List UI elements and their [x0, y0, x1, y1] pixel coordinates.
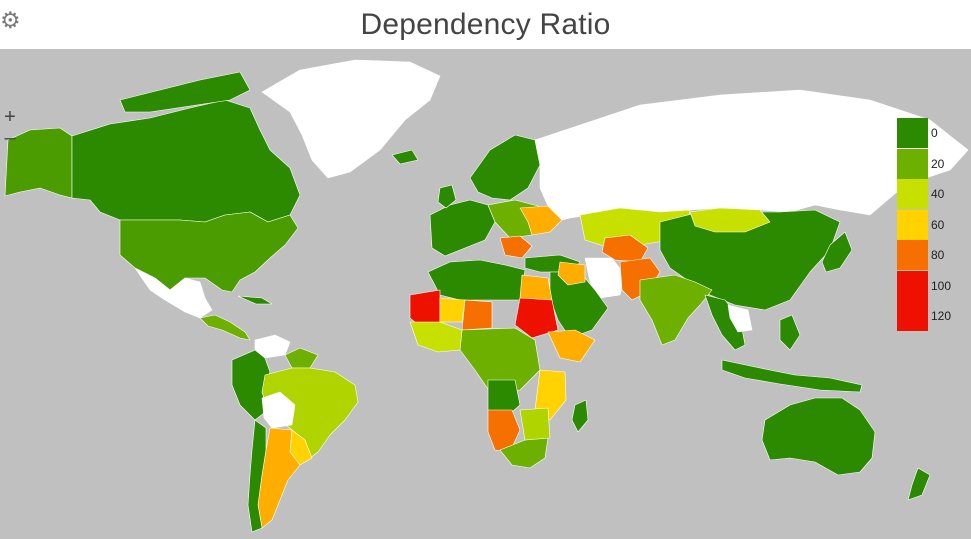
region-ethiopia[interactable]: [547, 329, 596, 363]
region-west-africa[interactable]: [409, 321, 463, 353]
region-iraq[interactable]: [557, 261, 586, 286]
legend-swatch: [897, 118, 928, 148]
legend-label: 80: [931, 248, 945, 262]
region-bolivia[interactable]: [261, 391, 296, 429]
legend-label: 20: [931, 156, 945, 171]
region-mongolia[interactable]: [689, 207, 771, 233]
region-western-europe[interactable]: [429, 199, 496, 257]
region-caribbean[interactable]: [237, 295, 273, 305]
region-balkans[interactable]: [499, 235, 533, 259]
header: ⚙ Dependency Ratio: [0, 0, 971, 49]
region-indonesia[interactable]: [721, 359, 863, 393]
region-mexico[interactable]: [134, 267, 213, 319]
region-iran[interactable]: [584, 257, 626, 299]
region-chad[interactable]: [461, 299, 493, 331]
region-east-africa[interactable]: [534, 369, 567, 421]
legend: 0 20 40 60 80 100 120: [897, 118, 957, 332]
region-niger[interactable]: [439, 297, 466, 323]
region-scandinavia[interactable]: [469, 134, 541, 201]
region-north-africa[interactable]: [427, 259, 526, 301]
map-area[interactable]: + – 0 20 40 60 80 100 120: [0, 49, 971, 539]
region-canada[interactable]: [71, 99, 301, 223]
legend-swatch: [897, 148, 928, 179]
legend-swatch: [897, 240, 928, 270]
region-uk[interactable]: [437, 184, 457, 209]
region-philippines[interactable]: [779, 314, 801, 351]
region-sudan[interactable]: [514, 297, 559, 339]
region-central-america[interactable]: [199, 314, 251, 341]
region-new-zealand[interactable]: [907, 467, 931, 501]
world-map[interactable]: [0, 49, 971, 539]
region-alaska[interactable]: [4, 127, 73, 199]
region-russia[interactable]: [534, 89, 969, 221]
region-chile[interactable]: [247, 419, 267, 533]
legend-swatch: [897, 301, 928, 331]
region-iceland[interactable]: [391, 149, 419, 165]
region-india[interactable]: [639, 274, 713, 346]
region-indochina[interactable]: [727, 304, 753, 333]
region-japan[interactable]: [821, 231, 853, 273]
gear-icon[interactable]: ⚙: [0, 7, 21, 33]
legend-label: 60: [931, 217, 945, 232]
region-australia[interactable]: [761, 397, 876, 476]
region-mozambique[interactable]: [519, 407, 551, 441]
legend-swatch: [897, 209, 928, 240]
zoom-out-button[interactable]: –: [4, 127, 16, 149]
region-canada-islands[interactable]: [119, 71, 251, 113]
legend-label: 40: [931, 187, 945, 201]
legend-swatch: [897, 270, 928, 301]
legend-label: 100: [931, 278, 952, 293]
region-guianas[interactable]: [284, 347, 319, 369]
legend-label: 0: [931, 126, 938, 140]
region-southeast-asia[interactable]: [704, 294, 746, 351]
region-central-africa[interactable]: [459, 327, 541, 393]
page-title: Dependency Ratio: [360, 8, 611, 41]
zoom-in-button[interactable]: +: [4, 106, 16, 128]
legend-label: 120: [931, 309, 952, 323]
region-madagascar[interactable]: [571, 399, 589, 433]
region-greenland[interactable]: [261, 59, 441, 179]
legend-swatch: [897, 179, 928, 209]
